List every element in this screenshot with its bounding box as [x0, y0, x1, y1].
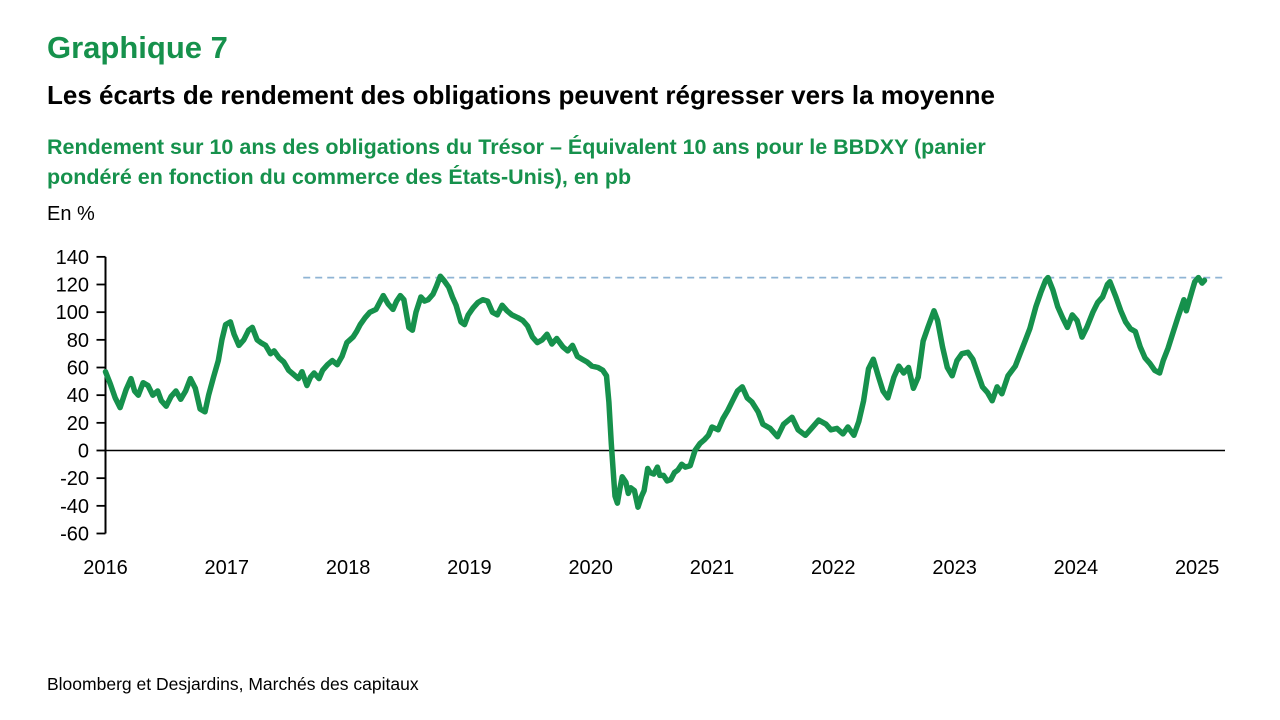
- y-axis-unit-label: En %: [47, 203, 95, 225]
- y-axis-tick-label: -60: [60, 523, 89, 545]
- chart-number: Graphique 7: [47, 30, 228, 65]
- y-axis-tick-label: 60: [67, 358, 89, 380]
- y-axis-tick-label: 0: [78, 441, 89, 463]
- y-axis-tick-label: 80: [67, 330, 89, 352]
- x-axis-tick-label: 2017: [205, 557, 250, 579]
- x-axis-tick-label: 2018: [326, 557, 371, 579]
- source-text: Bloomberg et Desjardins, Marchés des cap…: [47, 674, 419, 694]
- x-axis-tick-label: 2021: [690, 557, 735, 579]
- x-axis-tick-label: 2020: [568, 557, 613, 579]
- y-axis-tick-label: -20: [60, 468, 89, 490]
- chart-title: Les écarts de rendement des obligations …: [47, 80, 995, 110]
- y-axis-tick-label: 140: [56, 247, 89, 269]
- x-axis-tick-label: 2016: [83, 557, 128, 579]
- spread-series-line: [102, 273, 1208, 510]
- x-axis-tick-label: 2022: [811, 557, 856, 579]
- y-axis-tick-label: 20: [67, 413, 89, 435]
- x-axis-tick-label: 2019: [447, 557, 492, 579]
- chart-subtitle: Rendement sur 10 ans des obligations du …: [47, 135, 986, 189]
- x-axis-tick-label: 2023: [932, 557, 977, 579]
- y-axis-tick-label: 120: [56, 275, 89, 297]
- y-axis-tick-label: -40: [60, 496, 89, 518]
- x-axis-tick-label: 2024: [1054, 557, 1099, 579]
- y-axis-tick-label: 100: [56, 302, 89, 324]
- x-axis-tick-label: 2025: [1175, 557, 1220, 579]
- y-axis-tick-label: 40: [67, 385, 89, 407]
